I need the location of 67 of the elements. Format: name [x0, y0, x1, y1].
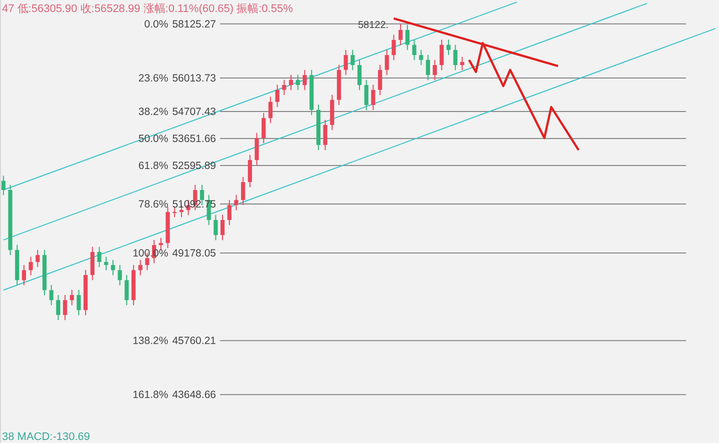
candlestick: [63, 294, 68, 321]
candlestick: [323, 119, 328, 151]
candlestick: [419, 49, 424, 66]
candlestick: [118, 264, 122, 286]
candlestick: [282, 79, 286, 96]
candlestick: [22, 264, 26, 286]
candlestick: [446, 39, 451, 56]
candlestick: [426, 54, 430, 81]
candlestick: [405, 24, 410, 50]
y-tick-label: 43648.66: [172, 389, 216, 402]
annotation: 38.2%: [138, 106, 168, 118]
candlestick: [90, 246, 94, 281]
annotation: 61.8%: [138, 160, 168, 172]
annotation: 138.2%: [132, 335, 168, 348]
candlestick: [248, 154, 252, 188]
candlestick: [344, 49, 348, 76]
candlestick: [138, 259, 142, 276]
candlestick: [70, 289, 74, 306]
candlestick: [440, 39, 444, 71]
annotation: 161.8%: [132, 389, 168, 402]
candlestick: [214, 214, 218, 241]
y-tick-label: 49178.05: [172, 248, 216, 260]
candlestick: [220, 214, 225, 241]
candlestick: [97, 246, 102, 268]
candlestick: [234, 194, 238, 211]
annotation: 78.6%: [138, 198, 168, 211]
candlestick: [36, 249, 40, 268]
candlestick: [76, 289, 81, 316]
candlestick: [392, 34, 396, 61]
candlestick: [1, 175, 6, 196]
candlestick: [364, 79, 368, 111]
y-tick-label: 45760.21: [172, 335, 216, 348]
candlestick: [124, 274, 129, 306]
candlestick: [268, 96, 273, 124]
candlestick: [460, 56, 464, 71]
y-tick-label: 56013.73: [172, 72, 216, 85]
y-tick-label: 54707.43: [172, 106, 216, 118]
candlestick: [254, 132, 259, 166]
candlestick: [432, 59, 437, 81]
candlestick: [302, 69, 307, 91]
candlestick: [56, 294, 60, 321]
candlestick: [412, 39, 416, 61]
annotation: 50.0%: [138, 132, 168, 145]
candlestick: [28, 256, 33, 276]
annotation: 38 MACD:-130.69: [2, 431, 90, 443]
candlestick: [398, 24, 403, 46]
candlestick: [49, 284, 54, 306]
annotation: 23.6%: [138, 72, 168, 85]
candlestick: [241, 176, 246, 206]
y-tick-label: 53651.66: [172, 132, 216, 145]
candlestick: [384, 49, 389, 76]
annotation: 0.0%: [144, 18, 168, 30]
candlestick: [378, 64, 382, 96]
candlestick: [104, 256, 108, 271]
candlestick: [453, 44, 458, 71]
candlestick: [296, 74, 300, 91]
candlestick: [275, 84, 280, 108]
chart-title: 47 低:56305.90 收:56528.99 涨幅:0.11%(60.65) 振幅:0.55%: [2, 3, 294, 15]
candlestick: [158, 237, 163, 251]
candlestick: [262, 112, 266, 144]
candlestick: [227, 199, 232, 226]
candlestick: [357, 59, 362, 91]
candlestick: [350, 49, 355, 71]
candlestick: [110, 259, 116, 276]
y-tick-label: 58125.27: [172, 18, 216, 30]
candlestick: [288, 74, 294, 91]
candlestick: [371, 84, 376, 111]
